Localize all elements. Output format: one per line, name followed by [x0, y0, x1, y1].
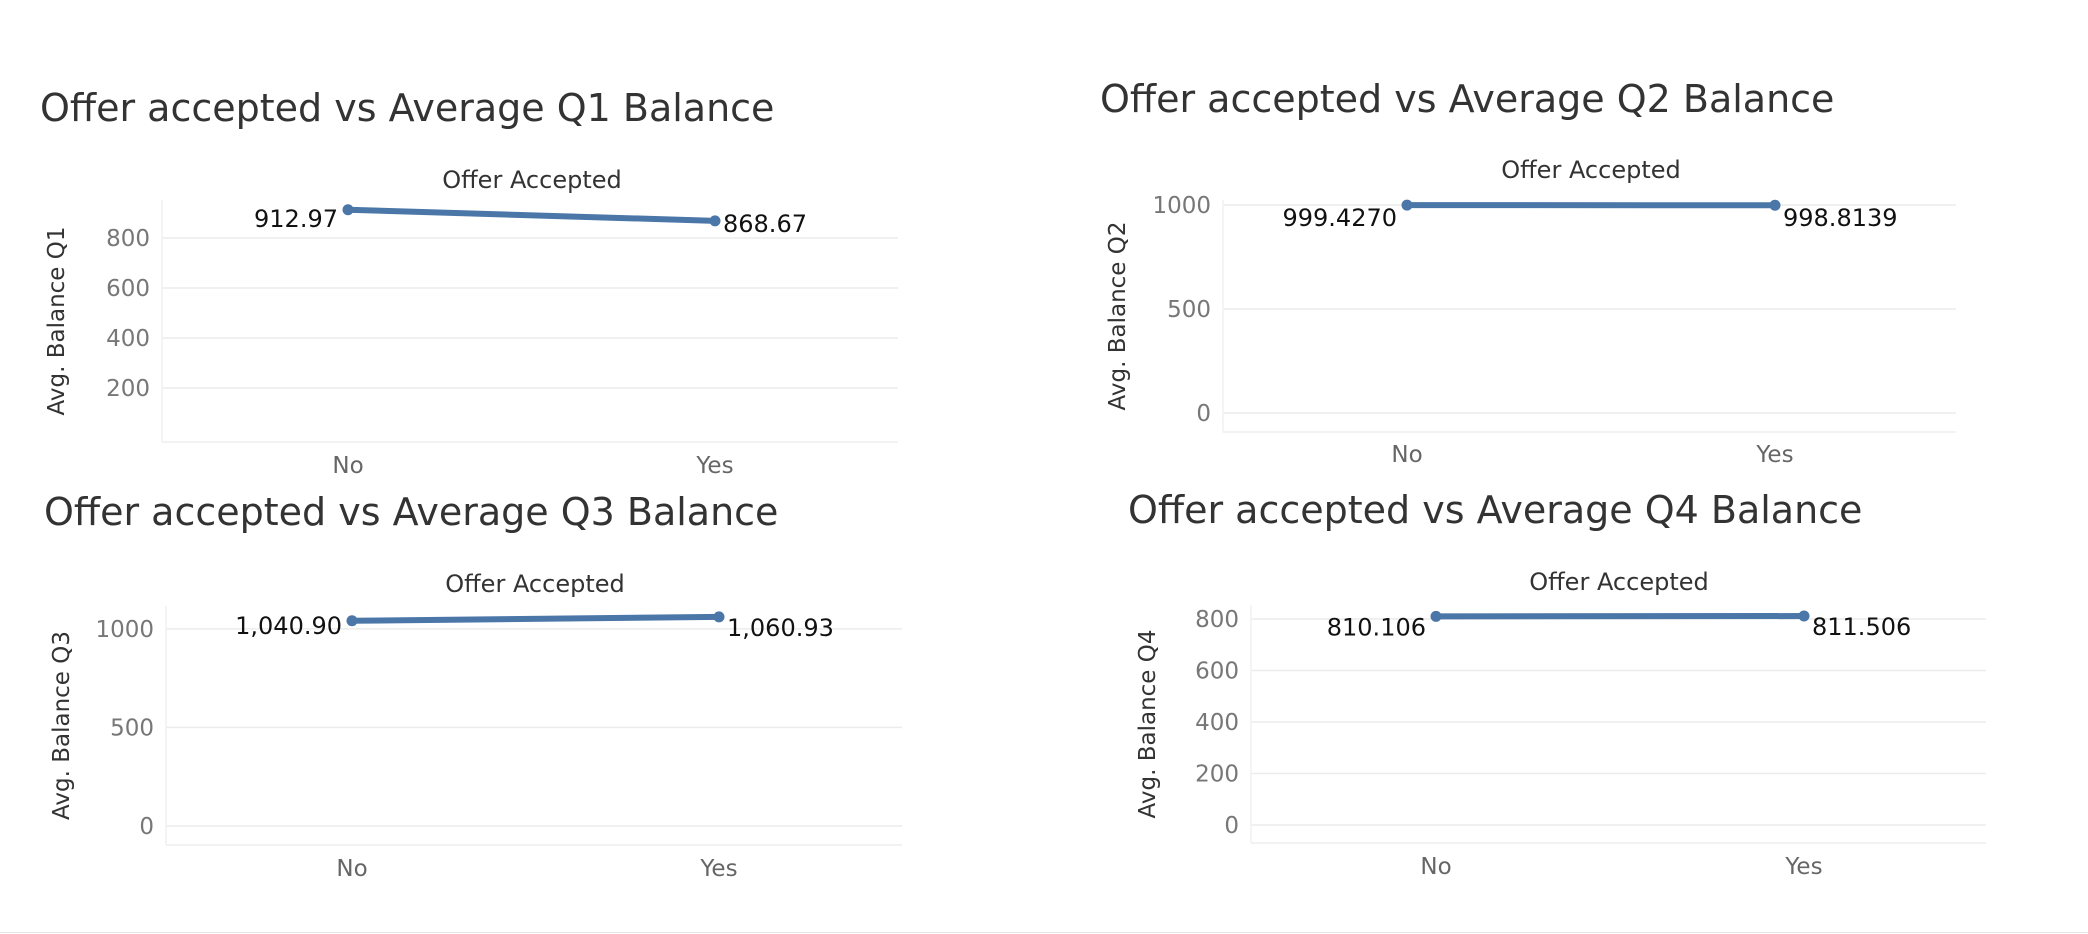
x-tick-label-q3-no: No — [336, 856, 367, 882]
y-axis-title-q2: Avg. Balance Q2 — [1105, 222, 1131, 411]
y-axis-title-q1: Avg. Balance Q1 — [44, 227, 70, 416]
chart-title-q1: Offer accepted vs Average Q1 Balance — [40, 86, 775, 130]
y-axis-title-q4: Avg. Balance Q4 — [1135, 630, 1161, 819]
data-point-q4-yes — [1798, 610, 1810, 622]
data-point-q3-yes — [713, 611, 725, 623]
x-tick-label-q2-no: No — [1391, 442, 1422, 468]
series-line-q1 — [345, 206, 718, 224]
data-label-q1-no: 912.97 — [254, 205, 338, 233]
y-tick-label-q2-1000: 1000 — [1152, 193, 1211, 219]
data-point-q2-no — [1401, 199, 1413, 211]
x-tick-label-q1-no: No — [332, 453, 363, 479]
y-tick-label-q3-0: 0 — [139, 814, 154, 840]
data-point-q3-no — [346, 615, 358, 627]
y-tick-label-q4-600: 600 — [1195, 659, 1239, 685]
series-line-q3 — [349, 613, 722, 624]
x-tick-label-q4-no: No — [1420, 854, 1451, 880]
chart-title-q3: Offer accepted vs Average Q3 Balance — [44, 490, 779, 534]
x-tick-label-q3-yes: Yes — [699, 856, 737, 882]
column-header-q4: Offer Accepted — [1529, 568, 1708, 596]
data-point-q4-no — [1430, 610, 1442, 622]
column-header-q1: Offer Accepted — [442, 166, 621, 194]
y-tick-label-q1-800: 800 — [106, 226, 150, 252]
data-label-q2-yes: 998.8139 — [1783, 204, 1898, 232]
y-tick-label-q3-500: 500 — [110, 715, 154, 741]
x-tick-label-q1-yes: Yes — [695, 453, 733, 479]
bottom-divider — [0, 932, 2088, 933]
data-point-q2-yes — [1769, 199, 1781, 211]
column-header-q3: Offer Accepted — [445, 570, 624, 598]
y-tick-label-q1-600: 600 — [106, 276, 150, 302]
y-tick-label-q1-400: 400 — [106, 326, 150, 352]
y-tick-label-q4-0: 0 — [1224, 813, 1239, 839]
y-tick-label-q3-1000: 1000 — [95, 617, 154, 643]
y-tick-label-q4-800: 800 — [1195, 607, 1239, 633]
y-tick-label-q4-400: 400 — [1195, 710, 1239, 736]
y-axis-title-q3: Avg. Balance Q3 — [49, 631, 75, 820]
chart-title-q4: Offer accepted vs Average Q4 Balance — [1128, 488, 1863, 532]
data-label-q1-yes: 868.67 — [723, 210, 807, 238]
y-tick-label-q4-200: 200 — [1195, 762, 1239, 788]
column-header-q2: Offer Accepted — [1501, 156, 1680, 184]
data-label-q3-yes: 1,060.93 — [727, 614, 834, 642]
y-tick-label-q2-0: 0 — [1196, 401, 1211, 427]
data-point-q1-yes — [709, 215, 721, 227]
x-tick-label-q2-yes: Yes — [1755, 442, 1793, 468]
x-tick-label-q4-yes: Yes — [1784, 854, 1822, 880]
y-tick-label-q2-500: 500 — [1167, 297, 1211, 323]
y-tick-label-q1-200: 200 — [106, 376, 150, 402]
chart-title-q2: Offer accepted vs Average Q2 Balance — [1100, 77, 1835, 121]
data-point-q1-no — [342, 204, 354, 216]
data-label-q2-no: 999.4270 — [1282, 204, 1397, 232]
data-label-q3-no: 1,040.90 — [235, 612, 342, 640]
data-label-q4-no: 810.106 — [1327, 613, 1426, 641]
data-label-q4-yes: 811.506 — [1812, 613, 1911, 641]
